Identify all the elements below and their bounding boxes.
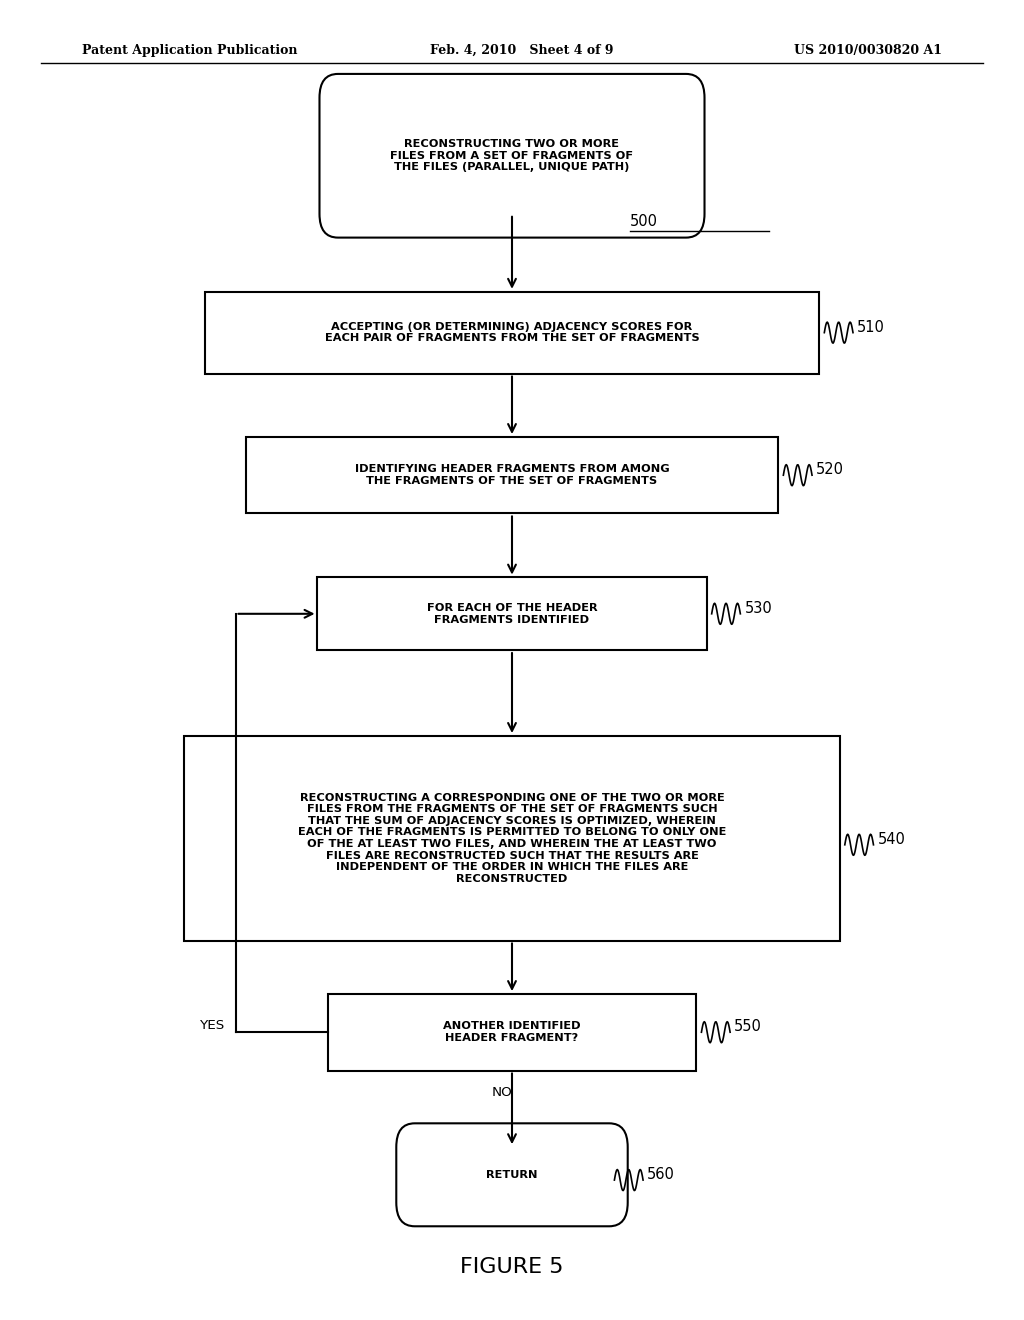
- Bar: [184, 737, 840, 940]
- Text: 500: 500: [630, 214, 657, 228]
- Text: 540: 540: [878, 832, 905, 847]
- Text: RETURN: RETURN: [486, 1170, 538, 1180]
- Text: IDENTIFYING HEADER FRAGMENTS FROM AMONG
THE FRAGMENTS OF THE SET OF FRAGMENTS: IDENTIFYING HEADER FRAGMENTS FROM AMONG …: [354, 465, 670, 486]
- Text: 530: 530: [744, 601, 772, 616]
- Bar: [246, 437, 778, 513]
- Text: 510: 510: [857, 319, 885, 335]
- Text: YES: YES: [200, 1019, 225, 1032]
- Text: FOR EACH OF THE HEADER
FRAGMENTS IDENTIFIED: FOR EACH OF THE HEADER FRAGMENTS IDENTIF…: [427, 603, 597, 624]
- Bar: [205, 292, 819, 374]
- Text: RECONSTRUCTING A CORRESPONDING ONE OF THE TWO OR MORE
FILES FROM THE FRAGMENTS O: RECONSTRUCTING A CORRESPONDING ONE OF TH…: [298, 792, 726, 884]
- FancyBboxPatch shape: [396, 1123, 628, 1226]
- Text: ACCEPTING (OR DETERMINING) ADJACENCY SCORES FOR
EACH PAIR OF FRAGMENTS FROM THE : ACCEPTING (OR DETERMINING) ADJACENCY SCO…: [325, 322, 699, 343]
- Text: RECONSTRUCTING TWO OR MORE
FILES FROM A SET OF FRAGMENTS OF
THE FILES (PARALLEL,: RECONSTRUCTING TWO OR MORE FILES FROM A …: [390, 139, 634, 173]
- Text: NO: NO: [492, 1086, 512, 1100]
- Bar: [328, 994, 696, 1071]
- Text: 560: 560: [647, 1167, 675, 1183]
- Text: ANOTHER IDENTIFIED
HEADER FRAGMENT?: ANOTHER IDENTIFIED HEADER FRAGMENT?: [443, 1022, 581, 1043]
- FancyBboxPatch shape: [319, 74, 705, 238]
- Text: 520: 520: [816, 462, 844, 478]
- Text: 550: 550: [734, 1019, 762, 1035]
- Text: Patent Application Publication: Patent Application Publication: [82, 44, 297, 57]
- Text: FIGURE 5: FIGURE 5: [460, 1257, 564, 1278]
- Text: Feb. 4, 2010   Sheet 4 of 9: Feb. 4, 2010 Sheet 4 of 9: [430, 44, 613, 57]
- Bar: [317, 577, 707, 649]
- Text: US 2010/0030820 A1: US 2010/0030820 A1: [794, 44, 942, 57]
